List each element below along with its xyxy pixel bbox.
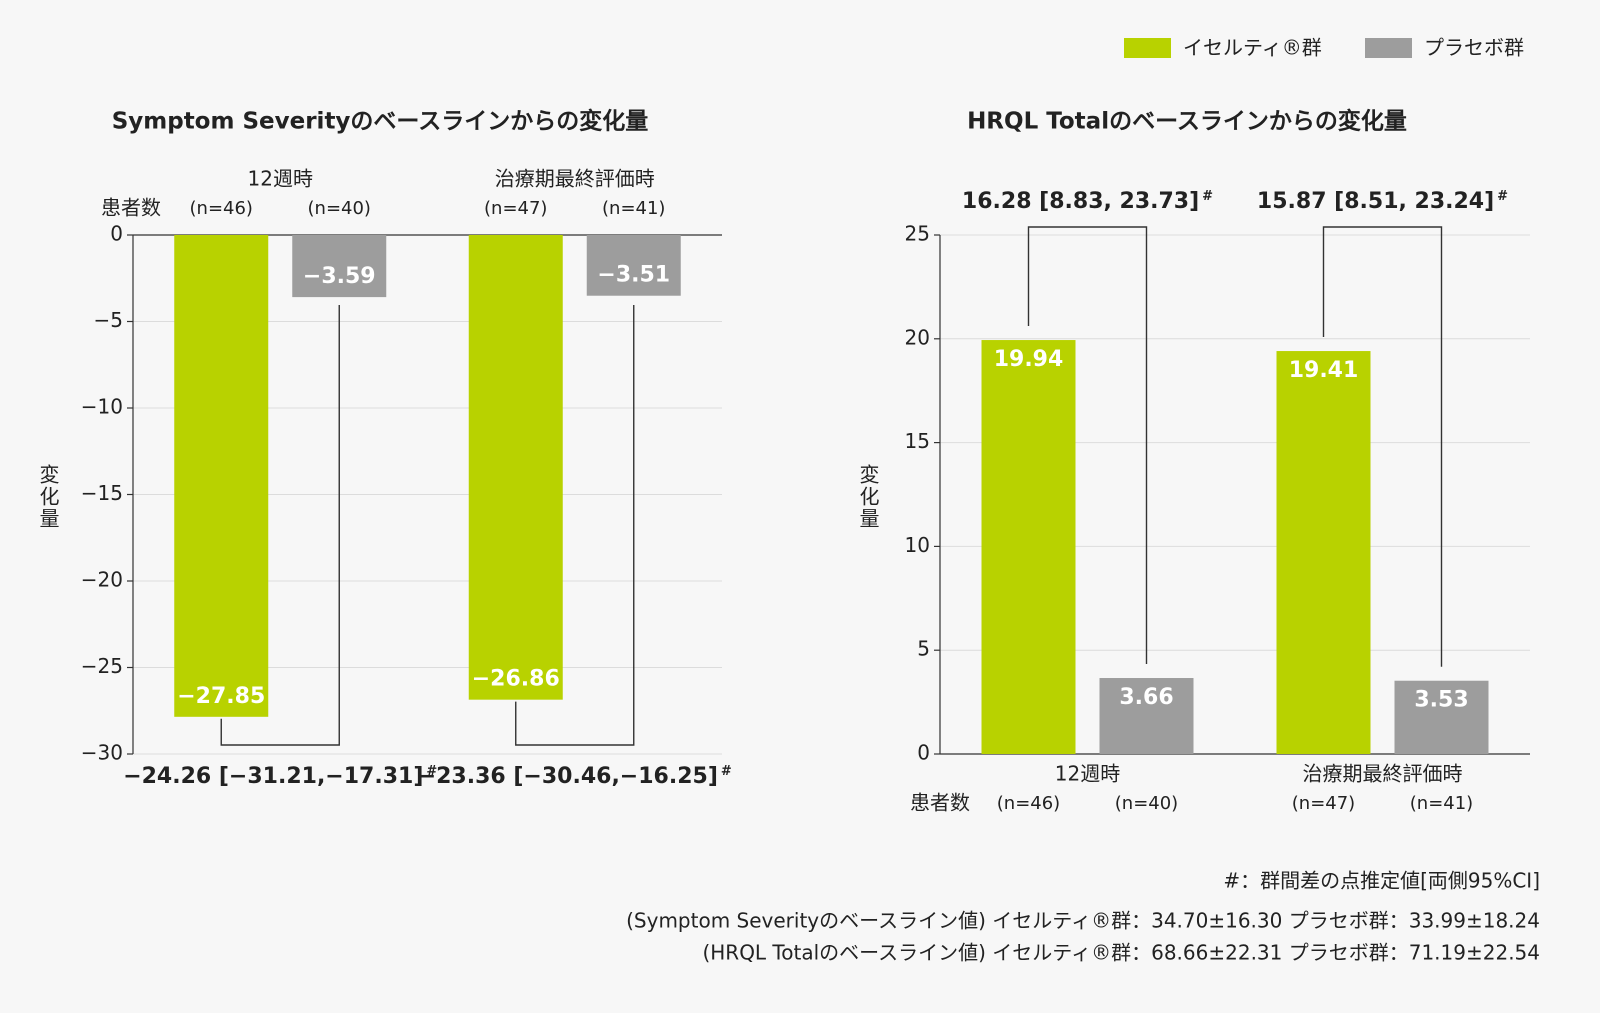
category-label: 12週時	[1055, 762, 1120, 786]
difference-value: 16.28 [8.83, 23.73]	[962, 189, 1199, 214]
value-label: −3.59	[303, 264, 376, 289]
y-axis-label: 変化量	[36, 464, 60, 530]
difference-value: −24.26 [−31.21,−17.31]	[123, 764, 423, 789]
bar	[1276, 351, 1371, 754]
y-tick-label: 10	[905, 533, 930, 557]
y-tick-label: −10	[81, 395, 123, 419]
y-tick-label: 5	[917, 637, 930, 661]
difference-label: −24.26 [−31.21,−17.31] #	[123, 764, 437, 790]
y-tick-label: 20	[905, 325, 930, 349]
n-label: (n=47)	[484, 198, 547, 219]
legend-swatch	[1124, 38, 1171, 58]
legend-swatch	[1365, 38, 1412, 58]
y-tick-label: 0	[110, 222, 123, 246]
difference-label: −23.36 [−30.46,−16.25] #	[418, 764, 732, 790]
difference-mark: #	[426, 764, 437, 779]
y-tick-label: −15	[81, 481, 123, 505]
n-label: (n=46)	[997, 793, 1060, 814]
n-title: 患者数	[101, 196, 161, 220]
y-tick-label: −20	[81, 568, 123, 592]
y-tick-label: 0	[917, 741, 930, 765]
bracket	[220, 305, 340, 746]
difference-label: 16.28 [8.83, 23.73] #	[962, 189, 1213, 215]
bar	[1394, 680, 1489, 754]
difference-value: −23.36 [−30.46,−16.25]	[418, 764, 718, 789]
value-label: −3.51	[597, 263, 670, 288]
value-label: 19.41	[1289, 358, 1359, 383]
y-tick-label: 25	[905, 222, 930, 246]
difference-label: 15.87 [8.51, 23.24] #	[1257, 189, 1508, 215]
bracket	[1322, 226, 1443, 667]
difference-mark: #	[1497, 189, 1508, 204]
value-label: 19.94	[994, 347, 1064, 372]
difference-value: 15.87 [8.51, 23.24]	[1257, 189, 1494, 214]
bracket	[1027, 226, 1148, 665]
legend-label: イセルティ®群	[1183, 36, 1322, 60]
category-label: 治療期最終評価時	[495, 167, 655, 191]
value-label: 3.53	[1414, 688, 1468, 713]
bar	[174, 235, 269, 717]
n-label: (n=47)	[1292, 793, 1355, 814]
bar	[1099, 678, 1194, 754]
value-label: −26.86	[472, 667, 560, 692]
y-tick-label: −5	[94, 308, 123, 332]
y-tick-label: 15	[905, 429, 930, 453]
n-label: (n=40)	[1115, 793, 1178, 814]
footnote: (Symptom Severityのベースライン値) イセルティ®群：34.70…	[626, 909, 1540, 933]
n-label: (n=41)	[1410, 793, 1473, 814]
y-axis-label: 変化量	[856, 464, 880, 530]
value-label: −27.85	[177, 684, 265, 709]
y-tick-label: −25	[81, 654, 123, 678]
bar	[586, 235, 681, 296]
legend-label: プラセボ群	[1424, 36, 1524, 60]
n-label: (n=41)	[602, 198, 665, 219]
value-label: 3.66	[1119, 685, 1173, 710]
bracket	[515, 305, 635, 746]
bar	[981, 340, 1076, 754]
bar	[468, 235, 563, 700]
bar	[292, 235, 387, 298]
footnote: (HRQL Totalのベースライン値) イセルティ®群：68.66±22.31…	[702, 941, 1540, 965]
chart-title: HRQL Totalのベースラインからの変化量	[967, 108, 1407, 135]
difference-mark: #	[721, 764, 732, 779]
n-label: (n=40)	[308, 198, 371, 219]
n-label: (n=46)	[190, 198, 253, 219]
category-label: 治療期最終評価時	[1303, 762, 1463, 786]
difference-mark: #	[1202, 189, 1213, 204]
footnote: #：群間差の点推定値[両側95%CI]	[1223, 869, 1540, 893]
category-label: 12週時	[248, 167, 313, 191]
chart-title: Symptom Severityのベースラインからの変化量	[112, 108, 649, 135]
y-tick-label: −30	[81, 741, 123, 765]
n-title: 患者数	[910, 791, 970, 815]
